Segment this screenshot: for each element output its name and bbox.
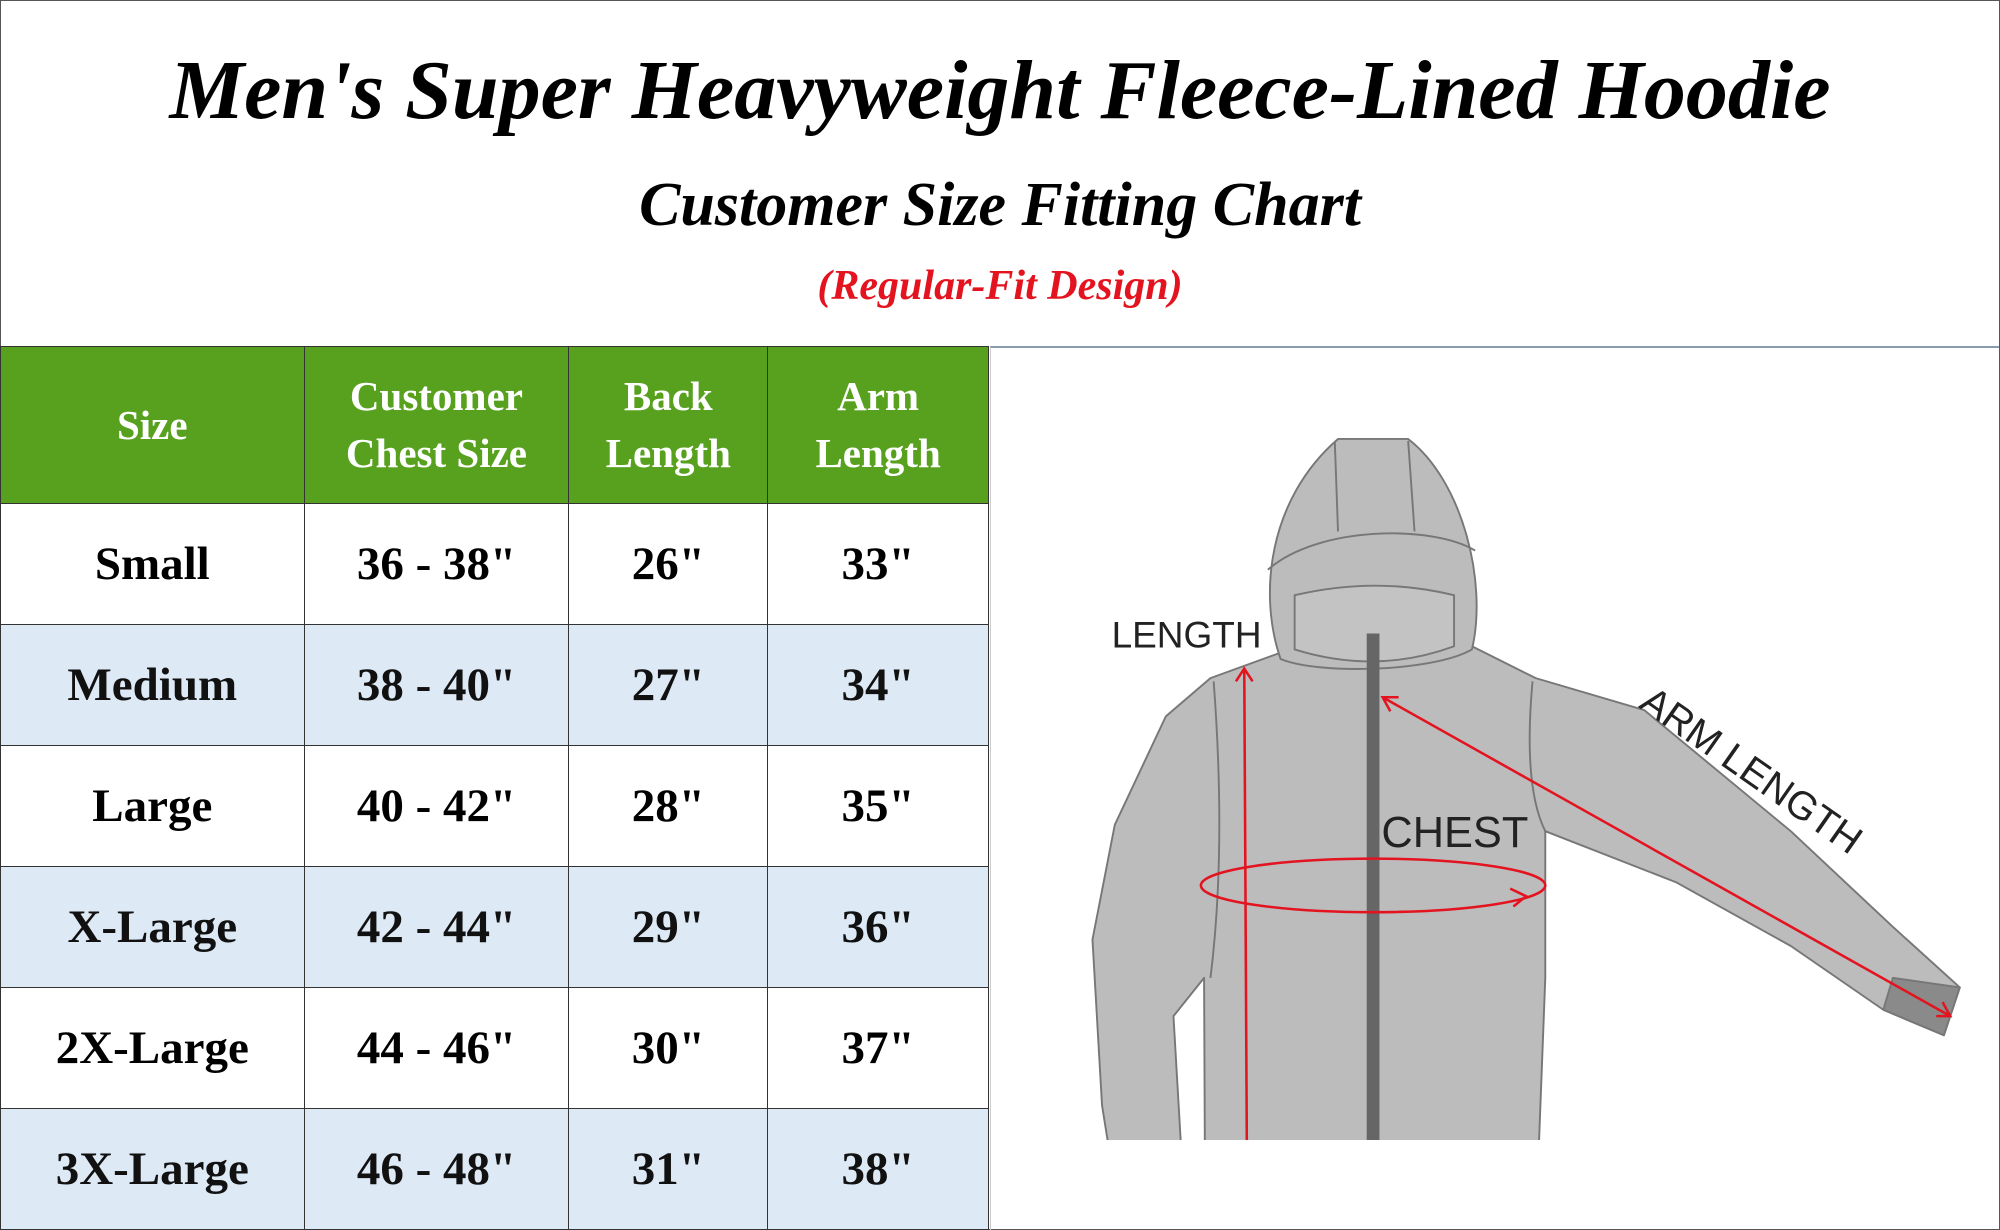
back-length-cell: 27": [568, 624, 769, 746]
arm-length-cell: 37": [767, 987, 989, 1109]
back-length-cell: 26": [568, 503, 769, 625]
hoodie-body: [1091, 645, 1961, 1140]
right-cuff: [1882, 976, 1961, 1037]
arm-length-cell: 38": [767, 1108, 989, 1230]
header-size: Size: [0, 346, 305, 504]
arm-length-cell: 33": [767, 503, 989, 625]
size-cell: Small: [0, 503, 305, 625]
arm-length-cell: 35": [767, 745, 989, 867]
table-row: 3X-Large 46 - 48" 31" 38": [0, 1108, 989, 1230]
table-header-row: Size Customer Chest Size Back Length Arm…: [0, 346, 989, 504]
size-cell: 2X-Large: [0, 987, 305, 1109]
chest-measure: [1199, 857, 1547, 914]
size-cell: 3X-Large: [0, 1108, 305, 1230]
header: Men's Super Heavyweight Fleece-Lined Hoo…: [0, 0, 2000, 346]
fit-note: (Regular-Fit Design): [817, 263, 1183, 309]
chest-label: CHEST: [1381, 809, 1528, 857]
chest-cell: 42 - 44": [303, 866, 570, 988]
arm-arrow: [1382, 696, 1951, 1018]
collar: [1293, 584, 1456, 663]
table-row: 2X-Large 44 - 46" 30" 37": [0, 987, 989, 1109]
size-cell: Large: [0, 745, 305, 867]
chest-cell: 44 - 46": [303, 987, 570, 1109]
length-arrow: [1242, 668, 1249, 1140]
chest-cell: 38 - 40": [303, 624, 570, 746]
size-cell: X-Large: [0, 866, 305, 988]
back-length-cell: 28": [568, 745, 769, 867]
chest-cell: 40 - 42": [303, 745, 570, 867]
hoodie-diagram: LENGTH CHEST ARM LENGTH: [1091, 438, 1961, 1140]
table-row: Small 36 - 38" 26" 33": [0, 503, 989, 625]
arm-length-cell: 34": [767, 624, 989, 746]
chest-cell: 36 - 38": [303, 503, 570, 625]
back-length-cell: 29": [568, 866, 769, 988]
page-title: Men's Super Heavyweight Fleece-Lined Hoo…: [169, 44, 1831, 137]
size-table: Size Customer Chest Size Back Length Arm…: [0, 346, 989, 1230]
page-subtitle: Customer Size Fitting Chart: [639, 171, 1361, 239]
back-length-cell: 30": [568, 987, 769, 1109]
header-arm-length: Arm Length: [767, 346, 989, 504]
hoodie-diagram-panel: [990, 346, 1999, 1230]
chest-cell: 46 - 48": [303, 1108, 570, 1230]
hood-inner: [1267, 440, 1476, 571]
length-label: LENGTH: [1112, 615, 1262, 656]
header-chest-label: Customer Chest Size: [345, 373, 527, 476]
zipper: [1366, 633, 1380, 1140]
table-row: Large 40 - 42" 28" 35": [0, 745, 989, 867]
size-cell: Medium: [0, 624, 305, 746]
table-row: Medium 38 - 40" 27" 34": [0, 624, 989, 746]
arm-length-cell: 36": [767, 866, 989, 988]
header-chest: Customer Chest Size: [303, 346, 570, 504]
header-back-label: Back Length: [605, 373, 731, 476]
table-row: X-Large 42 - 44" 29" 36": [0, 866, 989, 988]
header-arm-label: Arm Length: [815, 373, 941, 476]
back-length-cell: 31": [568, 1108, 769, 1230]
header-back-length: Back Length: [568, 346, 769, 504]
